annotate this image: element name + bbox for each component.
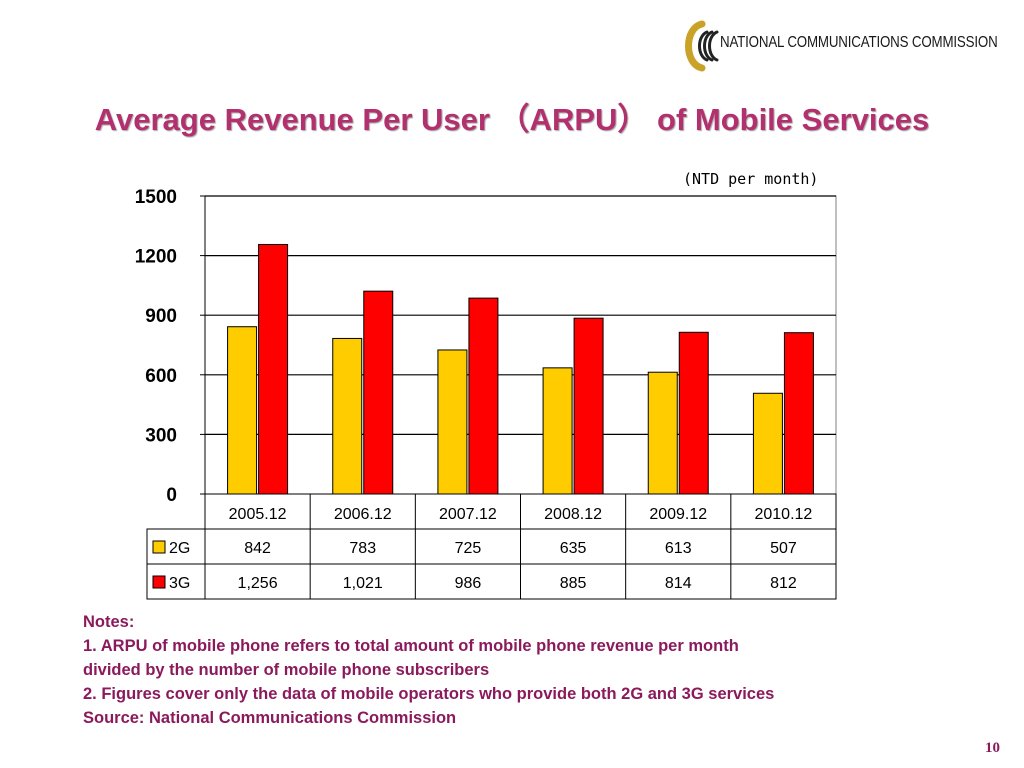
data-label-2g: 613 [665, 540, 692, 557]
logo-text: NATIONAL COMMUNICATIONS COMMISSION [720, 34, 998, 51]
y-tick-label: 0 [166, 485, 177, 506]
legend-label-3g: 3G [169, 575, 190, 592]
data-label-2g: 635 [560, 540, 587, 557]
data-label-3g: 885 [560, 575, 587, 592]
unit-note: (NTD per month) [683, 170, 819, 188]
x-tick-label: 2005.12 [229, 506, 287, 523]
data-label-3g: 1,256 [238, 575, 278, 592]
bar-2g-2007.12 [437, 349, 468, 495]
notes-line-3: 2. Figures cover only the data of mobile… [83, 685, 775, 703]
page-title: Average Revenue Per User （ARPU） of Mobil… [94, 102, 930, 137]
data-label-3g: 814 [665, 575, 692, 592]
data-table: 2005.12 2006.12 2007.12 2008.12 2009.12 2010.… [146, 493, 837, 600]
notes-line-2: divided by the number of mobile phone su… [83, 661, 490, 679]
notes-source: Source: National Communications Commissi… [83, 709, 457, 727]
bar-3g-2008.12 [573, 317, 604, 495]
x-tick-label: 2009.12 [649, 506, 707, 523]
y-tick-label: 1200 [135, 247, 177, 268]
page-number: 10 [985, 740, 1000, 756]
data-label-2g: 507 [770, 540, 797, 557]
bar-2g-2008.12 [542, 367, 573, 495]
data-label-3g: 812 [770, 575, 797, 592]
y-tick-label: 900 [145, 306, 177, 327]
y-tick-label: 600 [145, 366, 177, 387]
data-label-3g: 986 [455, 575, 482, 592]
data-label-3g: 1,021 [343, 575, 383, 592]
notes-heading: Notes: [83, 613, 135, 631]
bar-3g-2009.12 [678, 331, 709, 495]
notes-line-1: 1. ARPU of mobile phone refers to total … [83, 637, 739, 655]
x-tick-label: 2010.12 [754, 506, 812, 523]
data-label-2g: 842 [244, 540, 271, 557]
bar-marks [227, 243, 814, 495]
legend-key-3g [152, 575, 166, 589]
y-axis: 0 300 600 900 1200 1500 [135, 187, 206, 506]
bar-3g-2007.12 [468, 297, 499, 495]
grid-lines [204, 195, 837, 495]
plot-area [204, 195, 837, 495]
bar-3g-2010.12 [783, 332, 814, 495]
legend-label-2g: 2G [169, 540, 190, 557]
x-tick-label: 2006.12 [334, 506, 392, 523]
bar-2g-2009.12 [647, 371, 678, 495]
data-label-2g: 725 [455, 540, 482, 557]
ncc-logo [685, 20, 719, 72]
bar-2g-2010.12 [752, 392, 783, 495]
bar-2g-2005.12 [227, 326, 258, 495]
bar-2g-2006.12 [332, 337, 363, 495]
bar-3g-2006.12 [363, 290, 394, 495]
bar-3g-2005.12 [258, 243, 289, 495]
y-tick-label: 1500 [135, 187, 177, 208]
y-tick-label: 300 [145, 425, 177, 446]
x-tick-label: 2008.12 [544, 506, 602, 523]
x-tick-label: 2007.12 [439, 506, 497, 523]
legend-key-2g [152, 540, 166, 554]
notes-section: Notes: 1. ARPU of mobile phone refers to… [83, 610, 983, 730]
data-label-2g: 783 [349, 540, 376, 557]
logo-arcs-icon [685, 20, 719, 72]
